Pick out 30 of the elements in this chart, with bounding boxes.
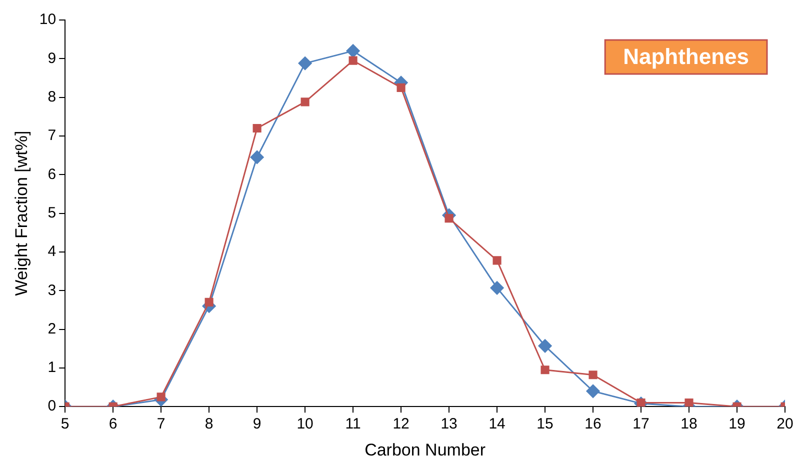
y-tick-label: 8 bbox=[48, 88, 56, 106]
x-tick-label: 12 bbox=[392, 416, 410, 433]
annotation: Naphthenes bbox=[623, 44, 750, 70]
y-tick-label: 3 bbox=[48, 282, 56, 299]
y-axis-title: Weight Fraction [wt%] bbox=[12, 130, 31, 296]
x-tick-label: 5 bbox=[60, 416, 70, 433]
x-axis-title: Carbon Number bbox=[364, 440, 486, 460]
y-tick-label: 1 bbox=[48, 359, 56, 376]
y-tick-label: 6 bbox=[48, 166, 56, 183]
y-tick-label: 10 bbox=[39, 11, 56, 28]
x-tick-label: 20 bbox=[776, 416, 794, 433]
x-tick-label: 6 bbox=[108, 416, 118, 433]
y-tick-label: 5 bbox=[48, 204, 56, 222]
x-tick-label: 9 bbox=[252, 416, 262, 433]
x-tick-label: 8 bbox=[204, 416, 214, 433]
y-tick-label: 9 bbox=[48, 50, 56, 67]
x-tick-label: 18 bbox=[680, 416, 698, 433]
x-tick-label: 13 bbox=[440, 416, 458, 433]
x-tick-label: 11 bbox=[345, 416, 361, 433]
y-tick-label: 4 bbox=[48, 243, 56, 260]
x-tick-label: 7 bbox=[156, 416, 166, 433]
y-tick-label: 7 bbox=[48, 127, 56, 144]
x-tick-label: 15 bbox=[536, 416, 554, 433]
y-tick-label: 0 bbox=[48, 398, 56, 415]
x-tick-label: 16 bbox=[584, 416, 602, 433]
x-tick-label: 10 bbox=[296, 416, 314, 433]
x-tick-label: 14 bbox=[488, 416, 506, 433]
y-tick-label: 2 bbox=[48, 320, 56, 338]
x-tick-label: 19 bbox=[728, 416, 746, 433]
x-tick-label: 17 bbox=[632, 416, 650, 433]
